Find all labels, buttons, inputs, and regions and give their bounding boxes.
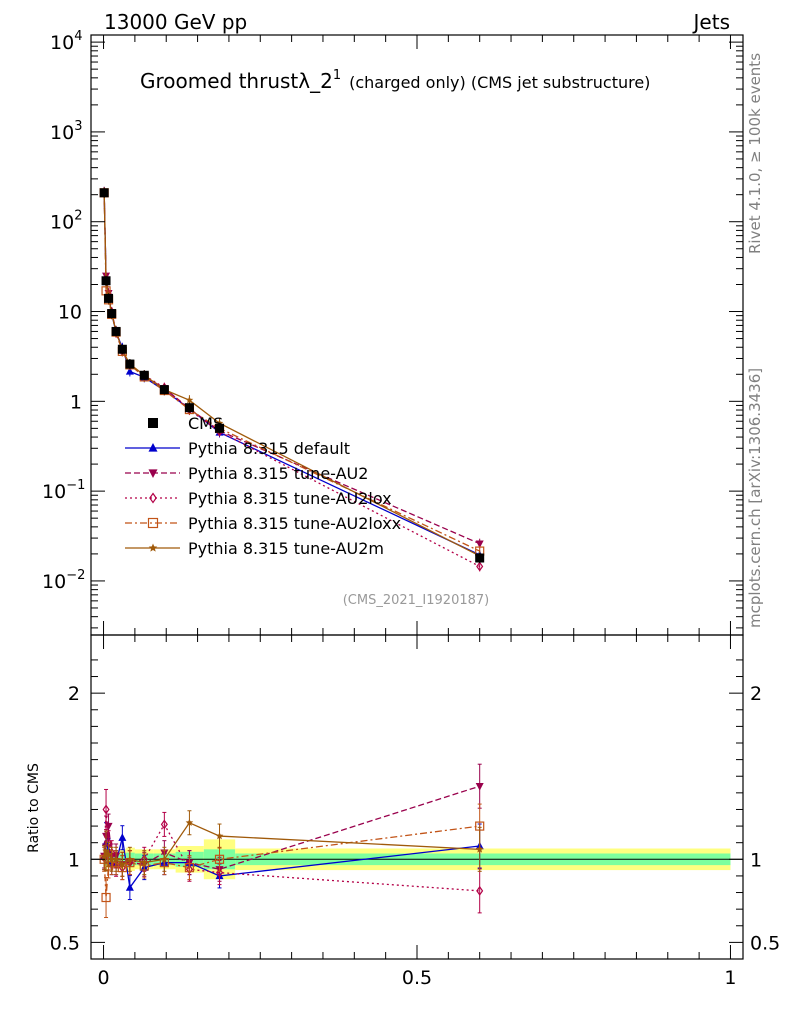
point-AU2m [185,396,194,404]
legend-marker-AU2lox [149,492,157,504]
point-data [159,385,169,395]
ratio-point-AU2 [475,783,484,791]
legend-marker-data [148,418,158,428]
legend-entry-default: Pythia 8.315 default [125,439,350,458]
x-tick-label: 0 [97,967,109,989]
ratio-y-tick-label: 1 [68,849,80,871]
ratio-y-tick-label-right: 2 [750,683,762,705]
ratio-point-AU2m [104,850,113,858]
main-y-tick-label: 1 [70,391,82,413]
point-data [99,188,109,198]
ratio-panel-frame [90,634,744,960]
ratio-y-tick-label-right: 1 [750,849,762,871]
series-data [99,187,485,564]
legend-marker-default [148,443,158,452]
plot-title-sub: (charged only) (CMS jet substructure) [349,73,650,92]
ratio-point-AU2loxx [214,854,225,864]
legend-label-AU2loxx: Pythia 8.315 tune-AU2loxx [188,514,401,533]
ratio-point-AU2m [118,860,127,868]
main-y-tick-label: 103 [50,119,82,144]
point-data [215,423,225,433]
ratio-point-default [125,883,134,891]
legend-marker-AU2m [148,543,158,552]
main-y-tick-label: 102 [50,209,82,234]
ratio-y-tick-label-right: 0.5 [750,932,780,954]
legend-label-AU2m: Pythia 8.315 tune-AU2m [188,539,384,558]
legend-entry-data: CMS [148,414,223,433]
ratio-point-AU2lox [160,819,168,830]
ratio-point-AU2loxx [184,863,195,873]
x-tick-label: 1 [724,967,736,989]
ratio-point-AU2m [112,855,120,863]
ratio-series-AU2m [100,810,484,877]
plot-title-lambda: λ_2 [298,69,333,93]
ratio-point-AU2 [104,822,113,831]
point-data [475,553,485,563]
main-y-tick-label: 10−2 [42,568,85,593]
ratio-point-AU2m [475,845,484,853]
ratio-point-AU2m [126,855,134,863]
point-data [125,359,135,369]
main-series-layer [99,186,485,572]
legend-marker-AU2loxx [147,517,159,529]
plot-title: Groomed thrustλ_21 (charged only) (CMS je… [140,68,650,93]
ratio-point-AU2m [160,855,169,863]
header-category-label: Jets [692,10,730,34]
legend-label-default: Pythia 8.315 default [188,439,350,458]
mcplots-label: mcplots.cern.ch [arXiv:1306.3436] [746,368,764,628]
legend-entry-AU2: Pythia 8.315 tune-AU2 [125,464,368,483]
ratio-panel: 0.5 0.5 1 1 2 2 0 0.5 1 [50,634,780,989]
plot-title-main: Groomed thrust [140,69,298,93]
legend-label-data: CMS [188,414,223,433]
ratio-point-AU2lox [476,885,484,896]
point-data [184,403,194,413]
ratio-y-tick-label: 2 [68,683,80,705]
main-y-tick-label: 10 [58,302,82,324]
legend-label-AU2lox: Pythia 8.315 tune-AU2lox [188,489,392,508]
main-y-tick-label: 104 [50,29,82,54]
point-data [104,293,114,303]
ratio-y-tick-label: 0.5 [50,932,80,954]
x-tick-label: 0.5 [402,967,432,989]
legend-label-AU2: Pythia 8.315 tune-AU2 [188,464,368,483]
ratio-point-AU2m [215,832,224,840]
point-default [125,367,134,375]
series-line-AU2lox [103,192,480,568]
header-collision-label: 13000 GeV pp [104,10,247,34]
point-data [107,309,117,319]
legend-entry-AU2loxx: Pythia 8.315 tune-AU2loxx [125,514,401,533]
legend-entry-AU2m: Pythia 8.315 tune-AU2m [125,539,384,558]
point-data [111,326,121,336]
rivet-label: Rivet 4.1.0, ≥ 100k events [746,53,764,254]
ratio-y-axis-label: Ratio to CMS [26,763,42,853]
point-AU2 [475,540,484,549]
ratio-point-AU2m [140,858,149,866]
analysis-id: (CMS_2021_I1920187) [343,593,490,608]
point-data [117,344,127,354]
ratio-point-AU2lox [102,804,110,815]
point-AU2lox [476,561,484,572]
point-data [139,370,149,380]
ratio-series-layer [99,763,485,919]
point-data [101,276,111,286]
ratio-point-AU2m [107,855,116,863]
legend-marker-AU2 [148,469,158,478]
main-y-tick-label: 10−1 [42,478,85,503]
ratio-point-default [118,833,127,841]
ratio-point-AU2m [185,818,194,826]
ratio-point-AU2loxx [101,892,111,903]
legend: CMS Pythia 8.315 default Pythia 8.315 tune… [125,414,401,558]
legend-entry-AU2lox: Pythia 8.315 tune-AU2lox [125,489,392,508]
ratio-axes: 0.5 0.5 1 1 2 2 0 0.5 1 [50,635,780,989]
plot-title-sup: 1 [333,68,341,83]
